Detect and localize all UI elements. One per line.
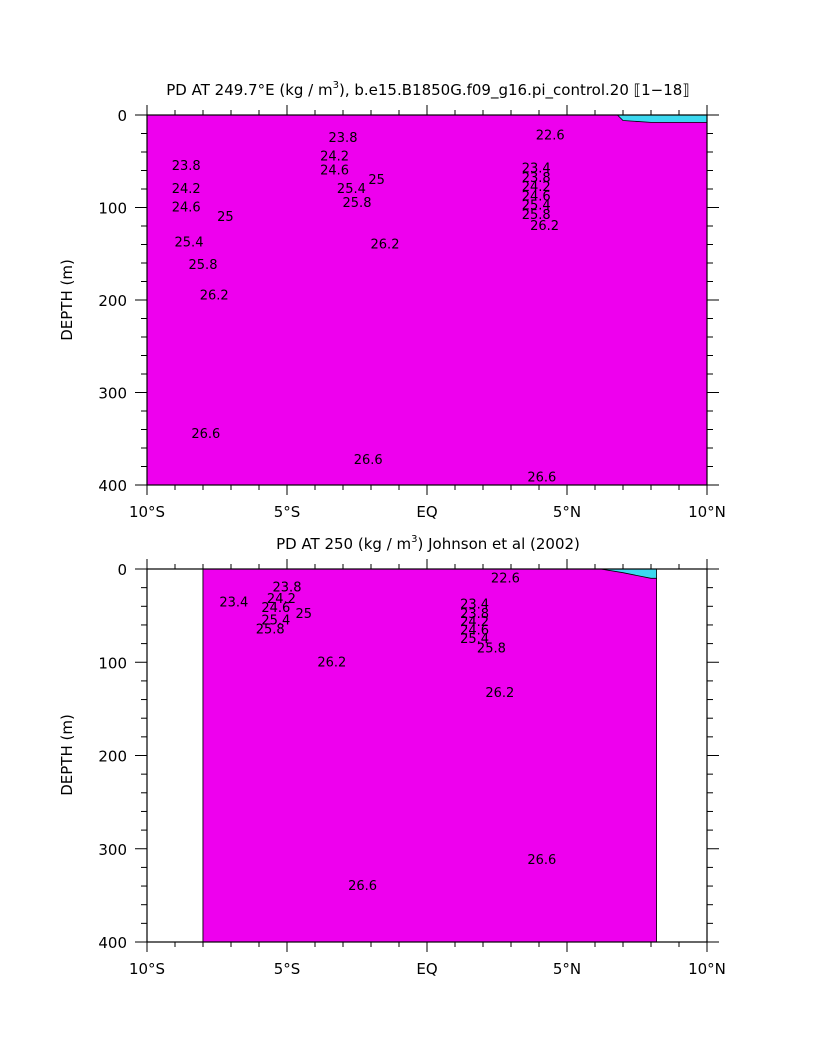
contour-label: 25.8 (522, 208, 551, 223)
contour-label: 23.4 (219, 596, 248, 611)
contour-label: 23.4 (460, 597, 489, 612)
x-tick-label: 5°S (274, 960, 301, 978)
y-tick-label: 400 (98, 934, 127, 952)
contour-label: 26.2 (485, 686, 514, 701)
panel-1-title-sup: 3 (333, 80, 339, 91)
contour-label: 26.6 (527, 471, 556, 486)
contour-label: 26.2 (200, 288, 229, 303)
contour-label: 24.6 (172, 201, 201, 216)
contour-label: 25.4 (460, 632, 489, 647)
panel-2-axes: 10°S 5°S EQ 5°N 10°N 0 100 200 300 400 (98, 559, 726, 978)
band-20.6 (147, 115, 707, 485)
contour-label: 25 (217, 210, 234, 225)
contour-label: 25.4 (261, 613, 290, 628)
x-tick-label: EQ (416, 503, 437, 521)
panel-1-title: PD AT 249.7°E (kg / m3), b.e15.B1850G.f0… (166, 80, 689, 100)
contour-label: 24.6 (261, 601, 290, 616)
x-tick-label: 5°N (553, 960, 581, 978)
band-21 (202, 569, 657, 942)
contour-label: 24.2 (320, 150, 349, 165)
panel-2-contour-labels: 23.423.824.224.6 2525.425.826.222.623.423… (219, 571, 556, 894)
contour-label: 26.6 (527, 853, 556, 868)
y-tick-label: 300 (98, 841, 127, 859)
contour-label: 25.4 (175, 236, 204, 251)
panel-2-plot: 23.423.824.224.6 2525.425.826.222.623.423… (98, 559, 726, 978)
panel-2-bands (202, 569, 657, 942)
x-tick-label: 10°N (688, 960, 726, 978)
contour-label: 26.2 (530, 219, 559, 234)
contour-label: 25.8 (477, 641, 506, 656)
x-tick-label: 5°S (274, 503, 301, 521)
contour-label: 26.6 (191, 427, 220, 442)
contour-label: 24.2 (172, 182, 201, 197)
contour-label: 24.2 (267, 592, 296, 607)
y-tick-label: 200 (98, 292, 127, 310)
panel-1-contour-labels: 23.823.824.224.62525.425.826.224.224.625… (172, 128, 565, 485)
y-tick-label: 200 (98, 748, 127, 766)
contour-label: 24.2 (522, 180, 551, 195)
panel-1-title-suffix: ), b.e15.B1850G.f09_g16.pi_control.20 ⟦1… (339, 81, 690, 100)
panel-2-title-suffix: ) Johnson et al (2002) (418, 535, 580, 553)
contour-label: 24.6 (460, 624, 489, 639)
contour-label: 23.8 (522, 171, 551, 186)
contour-label: 24.2 (460, 615, 489, 630)
contour-label: 23.8 (460, 607, 489, 622)
contour-label: 22.6 (536, 128, 565, 143)
panel-1-title-prefix: PD AT 249.7°E (kg / m (166, 81, 332, 99)
panel-2-title-sup: 3 (411, 534, 417, 545)
y-tick-label: 100 (98, 654, 127, 672)
y-tick-label: 0 (117, 107, 127, 125)
contour-label: 25 (368, 173, 385, 188)
panel-1-ylabel: DEPTH (m) (58, 259, 76, 341)
panel-1-plot: 23.823.824.224.62525.425.826.224.224.625… (98, 105, 726, 521)
contour-label: 25.8 (189, 258, 218, 273)
panel-1-bands (147, 115, 707, 485)
contour-label: 25 (296, 607, 313, 622)
x-tick-label: 5°N (553, 503, 581, 521)
contour-label: 26.6 (348, 879, 377, 894)
panel-1-axes: 10°S 5°S EQ 5°N 10°N 0 100 200 300 400 (98, 105, 726, 521)
contour-label: 22.6 (491, 571, 520, 586)
x-tick-label: 10°S (129, 503, 165, 521)
contour-label: 23.8 (273, 581, 302, 596)
contour-label: 23.8 (172, 159, 201, 174)
x-tick-label: 10°S (129, 960, 165, 978)
panel-model: PD AT 249.7°E (kg / m3), b.e15.B1850G.f0… (58, 80, 726, 521)
y-tick-label: 400 (98, 477, 127, 495)
contour-label: 23.8 (329, 131, 358, 146)
x-tick-label: EQ (416, 960, 437, 978)
y-tick-label: 300 (98, 385, 127, 403)
y-tick-label: 0 (117, 561, 127, 579)
contour-label: 25.8 (256, 623, 285, 638)
x-tick-label: 10°N (688, 503, 726, 521)
contour-label: 24.6 (522, 189, 551, 204)
contour-label: 25.4 (522, 199, 551, 214)
panel-2-title: PD AT 250 (kg / m3) Johnson et al (2002) (276, 534, 580, 553)
contour-label: 24.6 (320, 164, 349, 179)
contour-label: 23.4 (522, 162, 551, 177)
contour-label: 25.8 (343, 196, 372, 211)
panel-2-ylabel: DEPTH (m) (58, 714, 76, 796)
contour-label: 25.4 (337, 182, 366, 197)
y-tick-label: 100 (98, 200, 127, 218)
contour-label: 26.2 (317, 655, 346, 670)
panel-observations: PD AT 250 (kg / m3) Johnson et al (2002)… (58, 534, 726, 978)
contour-label: 26.2 (371, 238, 400, 253)
panel-2-title-prefix: PD AT 250 (kg / m (276, 535, 411, 553)
contour-label: 26.6 (354, 453, 383, 468)
